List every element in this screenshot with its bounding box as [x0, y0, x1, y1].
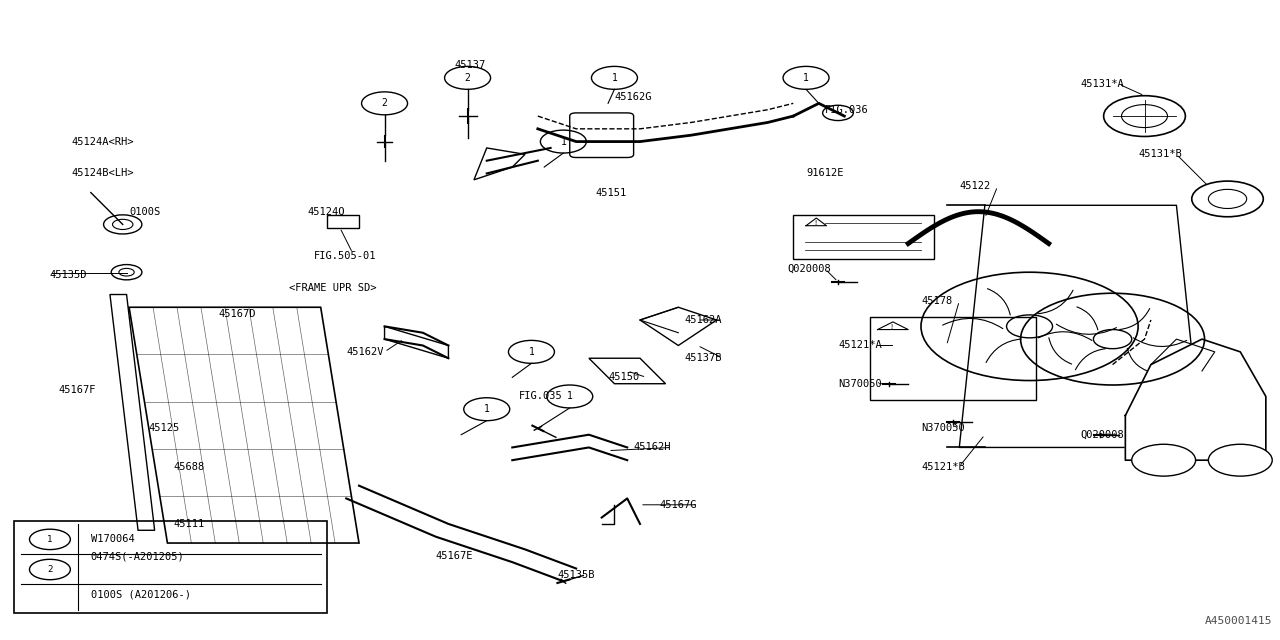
Text: 45122: 45122 [959, 181, 991, 191]
Text: 45167G: 45167G [659, 500, 696, 510]
Text: 45131*A: 45131*A [1080, 79, 1124, 89]
Text: FIG.505-01: FIG.505-01 [315, 252, 376, 261]
Text: 45151: 45151 [595, 188, 626, 198]
Text: 45137: 45137 [454, 60, 486, 70]
Text: 45135B: 45135B [557, 570, 594, 580]
Text: 45137B: 45137B [685, 353, 722, 364]
Text: 0100S: 0100S [129, 207, 160, 217]
Text: A450001415: A450001415 [1204, 616, 1272, 626]
Text: <FRAME UPR SD>: <FRAME UPR SD> [289, 283, 376, 293]
Text: 45111: 45111 [174, 519, 205, 529]
Text: 45124Q: 45124Q [308, 207, 346, 217]
Text: !: ! [813, 220, 817, 226]
Text: N370050: N370050 [838, 379, 882, 388]
Text: 45124A<RH>: 45124A<RH> [72, 136, 134, 147]
Text: 45167E: 45167E [435, 551, 474, 561]
Text: 1: 1 [484, 404, 490, 414]
Text: 1: 1 [612, 73, 617, 83]
Text: 45167D: 45167D [219, 308, 256, 319]
Text: 45124B<LH>: 45124B<LH> [72, 168, 134, 179]
Text: 45178: 45178 [922, 296, 952, 306]
Text: 45125: 45125 [148, 423, 179, 433]
Text: W170064: W170064 [91, 534, 134, 545]
Text: 2: 2 [47, 565, 52, 574]
Text: 45131*B: 45131*B [1138, 149, 1181, 159]
Text: Q020008: Q020008 [787, 264, 831, 274]
Text: 2: 2 [465, 73, 471, 83]
Text: 45167F: 45167F [59, 385, 96, 395]
Text: 45121*A: 45121*A [838, 340, 882, 351]
Text: 45688: 45688 [174, 461, 205, 472]
Text: 45162A: 45162A [685, 315, 722, 325]
Text: 91612E: 91612E [806, 168, 844, 179]
Text: FIG.036: FIG.036 [826, 105, 869, 115]
Text: 0100S (A201206-): 0100S (A201206-) [91, 589, 191, 600]
Text: 45150: 45150 [608, 372, 639, 382]
Text: 45121*B: 45121*B [922, 461, 965, 472]
Text: 1: 1 [803, 73, 809, 83]
Text: 45162H: 45162H [634, 442, 671, 452]
Text: 2: 2 [381, 99, 388, 108]
Text: 1: 1 [529, 347, 534, 357]
Circle shape [1132, 444, 1196, 476]
Text: 1: 1 [47, 535, 52, 544]
Text: 1: 1 [567, 392, 572, 401]
Text: 1: 1 [561, 136, 566, 147]
Circle shape [1208, 444, 1272, 476]
Text: Q020008: Q020008 [1080, 429, 1124, 440]
Text: 0474S(-A201205): 0474S(-A201205) [91, 552, 184, 562]
Text: FIG.035: FIG.035 [518, 392, 562, 401]
Text: !: ! [890, 324, 893, 330]
Polygon shape [1125, 339, 1266, 460]
Text: 45162V: 45162V [346, 347, 384, 357]
Text: 45135D: 45135D [50, 270, 87, 280]
Text: N370050: N370050 [922, 423, 965, 433]
Text: 45162G: 45162G [614, 92, 652, 102]
